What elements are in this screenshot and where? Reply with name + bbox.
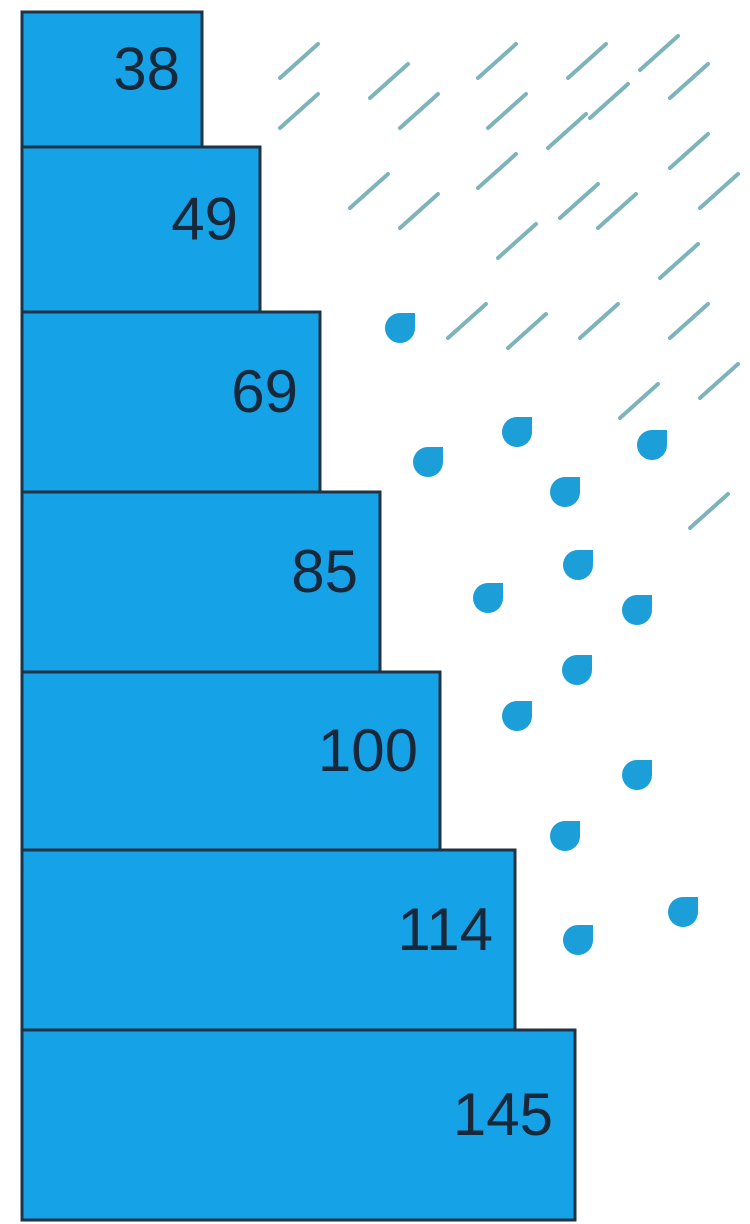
step-label: 69 (231, 358, 298, 425)
rain-streak (350, 174, 388, 208)
rain-streak (478, 44, 516, 78)
rain-drop (413, 447, 443, 477)
step-label: 85 (291, 538, 358, 605)
rain-streak (620, 384, 658, 418)
rain-drop (622, 595, 652, 625)
rain-streak (488, 94, 526, 128)
rain-streak (670, 64, 708, 98)
rain-streak (700, 174, 738, 208)
page: {"steps": ["38", "49", "69", "85", "100"… (0, 0, 750, 1224)
rain-streak (660, 244, 698, 278)
rain-drop (563, 550, 593, 580)
rain-streak (700, 364, 738, 398)
rain-streak (280, 44, 318, 78)
rain-streak (400, 94, 438, 128)
rain-drop (550, 821, 580, 851)
rain-streak (498, 224, 536, 258)
rain-streak (280, 94, 318, 128)
rain-drop (563, 925, 593, 955)
rain-drop (562, 655, 592, 685)
rain-drop (502, 701, 532, 731)
rain-streak (640, 36, 678, 70)
rain-drop (502, 417, 532, 447)
step-label: 100 (318, 717, 418, 784)
rain-streak (590, 84, 628, 118)
rain-streak (508, 314, 546, 348)
step-label: 114 (397, 896, 493, 963)
rain-streak (548, 114, 586, 148)
rain-streak (478, 154, 516, 188)
rain-drop (668, 897, 698, 927)
rain-streak (370, 64, 408, 98)
rain-drop (622, 760, 652, 790)
rain-streak (690, 494, 728, 528)
step-label: 145 (453, 1081, 553, 1148)
rain-drop (385, 313, 415, 343)
rain-streak (568, 44, 606, 78)
diagram: 38 49 69 85 100 114 145 (0, 0, 750, 1224)
rain-streak (560, 184, 598, 218)
rain-streak (670, 134, 708, 168)
rain-drop (550, 477, 580, 507)
rain-streak (448, 304, 486, 338)
staircase: 38 49 69 85 100 114 145 (22, 12, 575, 1220)
rain-streak (580, 304, 618, 338)
rain-streak (670, 304, 708, 338)
rain-drop (473, 583, 503, 613)
step-label: 38 (113, 35, 180, 102)
step-label: 49 (171, 185, 238, 252)
rain-streak (598, 194, 636, 228)
rain-streak (400, 194, 438, 228)
rain-drop (637, 430, 667, 460)
